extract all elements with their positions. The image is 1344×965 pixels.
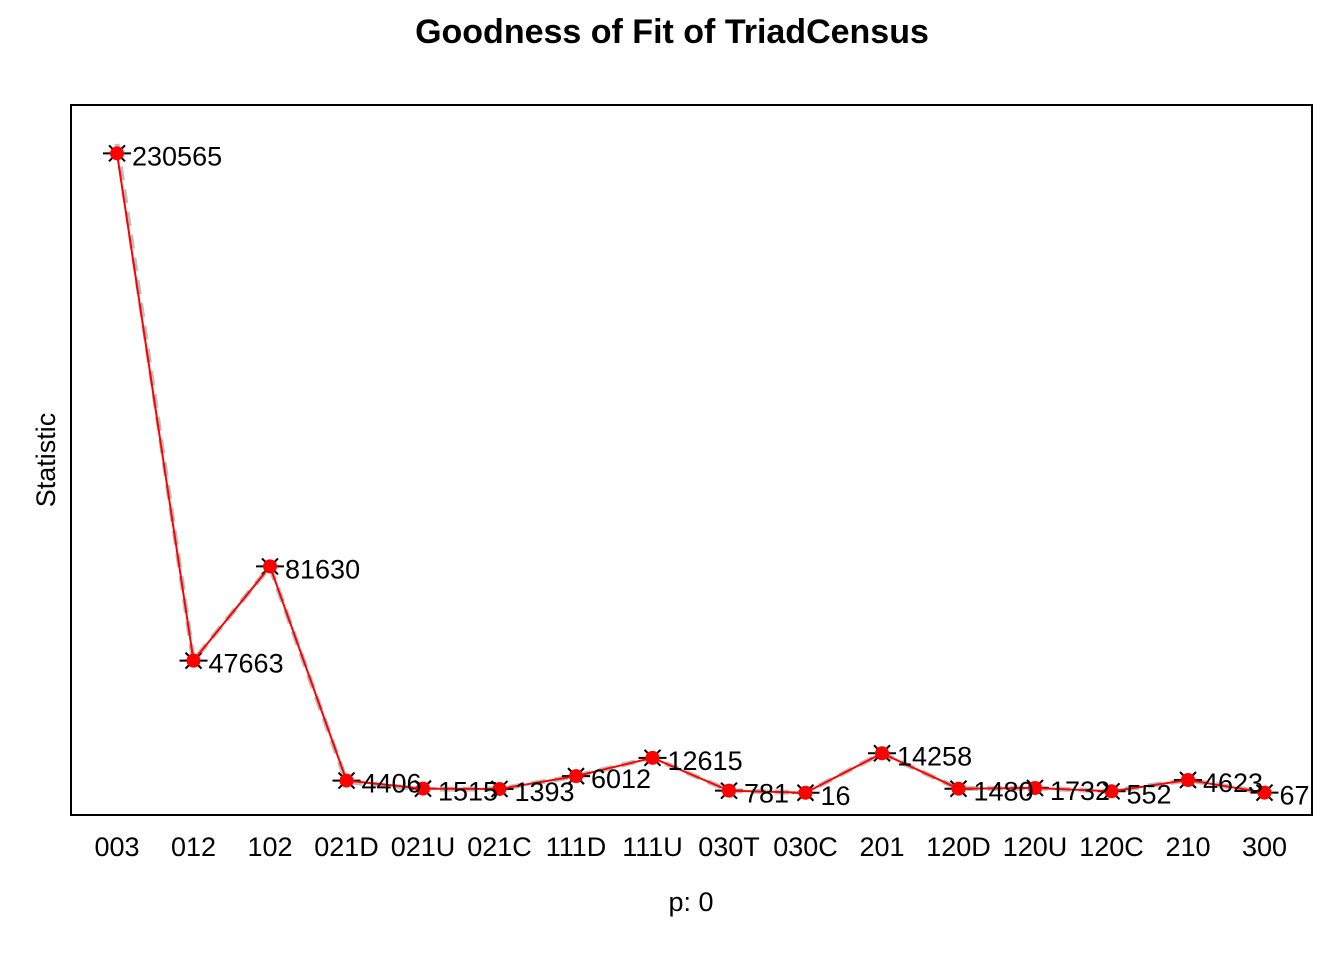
x-tick-label: 030C bbox=[773, 832, 838, 862]
y-axis-label: Statistic bbox=[31, 413, 61, 508]
observed-point bbox=[1028, 781, 1042, 796]
observed-point bbox=[875, 746, 889, 761]
data-label: 230565 bbox=[132, 141, 222, 171]
x-axis-label: p: 0 bbox=[668, 887, 713, 917]
data-label: 12615 bbox=[668, 746, 743, 776]
plot-area-border bbox=[70, 104, 1313, 816]
x-tick-label: 201 bbox=[859, 832, 904, 862]
x-tick-label: 120U bbox=[1003, 832, 1068, 862]
data-label: 81630 bbox=[285, 554, 360, 584]
x-tick-label: 021U bbox=[391, 832, 456, 862]
data-label: 16 bbox=[821, 781, 851, 811]
simulated-markers bbox=[103, 144, 1279, 802]
x-tick-label: 111U bbox=[622, 832, 683, 862]
x-tick-label: 120D bbox=[926, 832, 991, 862]
simulated-line bbox=[114, 143, 1265, 796]
data-label: 1480 bbox=[974, 777, 1034, 807]
x-tick-label: 030T bbox=[698, 832, 760, 862]
data-label: 6012 bbox=[591, 764, 651, 794]
data-label: 47663 bbox=[209, 649, 284, 679]
data-label: 1515 bbox=[438, 777, 498, 807]
data-label: 4406 bbox=[362, 769, 422, 799]
observed-point bbox=[186, 653, 201, 668]
x-tick-labels: 003 012 102 021D 021U 021C 111D 111U 030T 030C 201… bbox=[94, 832, 1287, 862]
x-tick-label: 120C bbox=[1079, 832, 1144, 862]
observed-point bbox=[569, 769, 583, 784]
observed-point bbox=[492, 781, 507, 796]
observed-point bbox=[1104, 784, 1119, 799]
observed-series bbox=[110, 146, 1272, 800]
observed-line bbox=[116, 153, 1265, 794]
data-label: 1732 bbox=[1050, 776, 1110, 806]
x-tick-label: 021D bbox=[314, 832, 379, 862]
observed-point bbox=[722, 783, 736, 798]
x-tick-label: 210 bbox=[1165, 832, 1210, 862]
data-label: 67 bbox=[1280, 781, 1310, 811]
simulated-series bbox=[114, 143, 1265, 796]
data-labels: 230565 47663 81630 4406 1515 1393 6012 12615781… bbox=[132, 141, 1310, 810]
data-label: 1393 bbox=[515, 777, 575, 807]
observed-point bbox=[798, 785, 813, 800]
x-tick-label: 111D bbox=[546, 832, 607, 862]
observed-point bbox=[339, 773, 354, 788]
observed-point bbox=[110, 146, 124, 161]
x-tick-label: 012 bbox=[171, 832, 216, 862]
observed-point bbox=[1181, 772, 1195, 787]
observed-point bbox=[645, 750, 660, 765]
observed-point bbox=[1257, 785, 1272, 800]
observed-point bbox=[263, 559, 277, 574]
x-tick-label: 102 bbox=[247, 832, 292, 862]
chart-title: Goodness of Fit of TriadCensus bbox=[415, 13, 929, 51]
data-label: 781 bbox=[744, 779, 789, 809]
data-label: 14258 bbox=[897, 741, 972, 771]
x-tick-label: 021C bbox=[467, 832, 532, 862]
observed-point bbox=[416, 781, 430, 796]
data-label: 552 bbox=[1127, 779, 1172, 809]
data-label: 4623 bbox=[1203, 768, 1263, 798]
x-tick-label: 003 bbox=[94, 832, 139, 862]
observed-point bbox=[951, 781, 966, 796]
x-tick-label: 300 bbox=[1242, 832, 1287, 862]
